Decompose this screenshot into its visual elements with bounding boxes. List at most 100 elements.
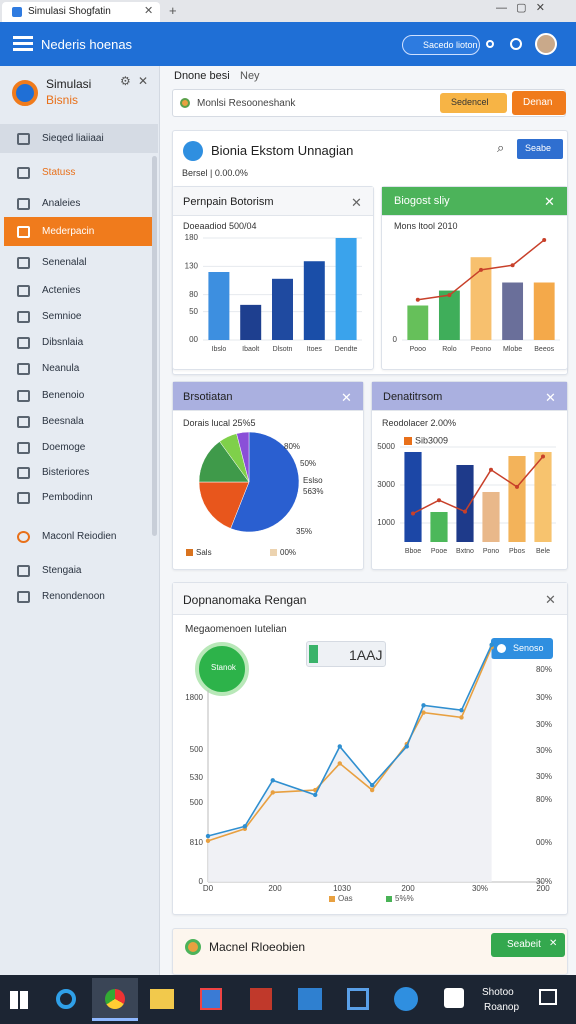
breadcrumb[interactable]: Ney (240, 70, 260, 82)
nav-icon (17, 492, 30, 504)
nav-item[interactable]: Actenies (42, 285, 81, 296)
menu-icon[interactable] (13, 36, 33, 39)
panel-subtitle: Dorais lucal 25%5 (183, 418, 256, 428)
close[interactable]: ✕ (545, 592, 556, 607)
nav-item[interactable]: Sieqed liaiiaai (42, 133, 104, 144)
nav-item[interactable]: Dibsnlaia (42, 337, 84, 348)
x-tick-label: Rolo (442, 346, 457, 353)
app-icon[interactable] (250, 988, 272, 1010)
close[interactable]: ✕ (351, 195, 362, 210)
button-close[interactable]: ✕ (549, 938, 558, 949)
panel-subtitle: Doeaadiod 500/04 (183, 221, 257, 231)
callout: Senoso (491, 638, 553, 659)
y2-axis-label: 00% (536, 838, 552, 847)
x-axis-label: 30% (472, 884, 488, 893)
app-icon[interactable] (394, 987, 418, 1011)
search-icon[interactable]: ⌕ (497, 140, 505, 155)
close[interactable]: ✕ (544, 194, 555, 209)
bar (502, 282, 524, 340)
nav-item-header[interactable] (0, 124, 158, 153)
x-tick-label: Dlsotn (273, 346, 293, 353)
callout-label: Senoso (513, 643, 544, 653)
app-icon[interactable] (298, 988, 322, 1010)
nav-item[interactable]: Stengaia (42, 565, 82, 576)
nav-item[interactable]: Neanula (42, 363, 80, 374)
settings-icon[interactable]: ⚙ (120, 74, 131, 88)
nav-item[interactable]: Renondenoon (42, 591, 105, 602)
new-tab[interactable]: + (169, 3, 177, 18)
app-icon[interactable] (200, 988, 222, 1010)
x-tick-label: Ibslo (212, 346, 227, 353)
bar (335, 238, 357, 340)
y-tick-label: 130 (185, 261, 199, 270)
bar (303, 261, 325, 340)
app-icon[interactable] (444, 988, 464, 1008)
value-box-text: 1AAJ (349, 647, 383, 663)
line-point (313, 792, 318, 798)
close[interactable]: ✕ (341, 390, 352, 405)
nav-item[interactable]: Statuss (42, 167, 76, 178)
panel-header (173, 583, 567, 615)
button-label: Sedencel (451, 97, 489, 107)
button[interactable]: Seabe (517, 139, 563, 159)
nav-icon (17, 167, 30, 179)
logo (12, 80, 38, 106)
window-controls[interactable]: — ▢ ✕ (496, 2, 545, 14)
scrollbar[interactable] (152, 156, 157, 536)
close[interactable]: ✕ (545, 390, 556, 405)
breadcrumb[interactable]: Dnone besi (174, 70, 230, 82)
app-icon[interactable] (150, 989, 174, 1009)
nav-item[interactable]: Doemoge (42, 442, 86, 453)
pie-slice (198, 481, 250, 529)
y2-axis-label: 80% (536, 665, 552, 674)
icon[interactable] (486, 40, 494, 48)
notification-icon[interactable] (510, 38, 522, 50)
pie-slice (236, 431, 250, 483)
nav-item[interactable]: Benenoio (42, 390, 85, 401)
button[interactable]: Sedencel (440, 93, 507, 113)
x-axis-label: 200 (268, 884, 282, 893)
nav-item[interactable]: Beesnala (42, 416, 84, 427)
header-button[interactable]: Sacedo lioton (402, 35, 480, 55)
close-icon[interactable]: ✕ (138, 74, 149, 88)
nav-icon (17, 565, 30, 577)
nav-item[interactable]: Maconl Reiodien (42, 531, 117, 542)
line-point (369, 783, 375, 788)
panel-title: Brsotiatan (183, 391, 233, 403)
nav-item[interactable]: Analeies (42, 198, 81, 209)
line-point (242, 824, 248, 829)
nav-item[interactable]: Bisteriores (42, 467, 90, 478)
search-bar[interactable]: Monlsi Resooneshank Sedencel Denan (172, 89, 566, 117)
line-point (411, 511, 415, 516)
nav-icon (17, 226, 30, 238)
nav-icon (17, 285, 30, 297)
x-axis-label: D0 (203, 884, 214, 893)
nav-item[interactable]: Senenalal (42, 257, 87, 268)
nav-icon (17, 198, 30, 210)
nav-item[interactable]: Mederpacin (42, 226, 95, 237)
nav-icon (17, 390, 30, 402)
nav-item[interactable]: Semnioe (42, 311, 82, 322)
legend-label: Sib3009 (415, 435, 448, 445)
tab[interactable]: Simulasi Shogfatin ✕ (2, 2, 160, 22)
line-point (510, 263, 515, 268)
button[interactable]: Denan (512, 91, 566, 115)
sidebar: Simulasi Bisnis ⚙ ✕ Sieqed liaiiaai Statu… (0, 66, 160, 975)
notification-center[interactable] (539, 989, 557, 1005)
legend-label: 00% (280, 548, 296, 557)
y-tick-label: 00 (189, 335, 198, 344)
y-tick-label: 0 (393, 335, 398, 344)
tab-close[interactable]: ✕ (144, 5, 154, 17)
start-button[interactable] (10, 991, 28, 1009)
panel-subtitle: Mons ltool 2010 (394, 221, 458, 231)
app-icon[interactable] (56, 989, 76, 1009)
x-axis-label: 200 (401, 884, 415, 893)
nav-item[interactable]: Pembodinn (42, 492, 93, 503)
y-axis-label: 0 (199, 877, 204, 886)
button[interactable]: Seabeit ✕ (491, 933, 565, 957)
app-icon-active[interactable] (92, 978, 138, 1021)
nav-icon (17, 133, 30, 145)
app-icon[interactable] (347, 988, 369, 1010)
avatar[interactable] (535, 33, 557, 55)
